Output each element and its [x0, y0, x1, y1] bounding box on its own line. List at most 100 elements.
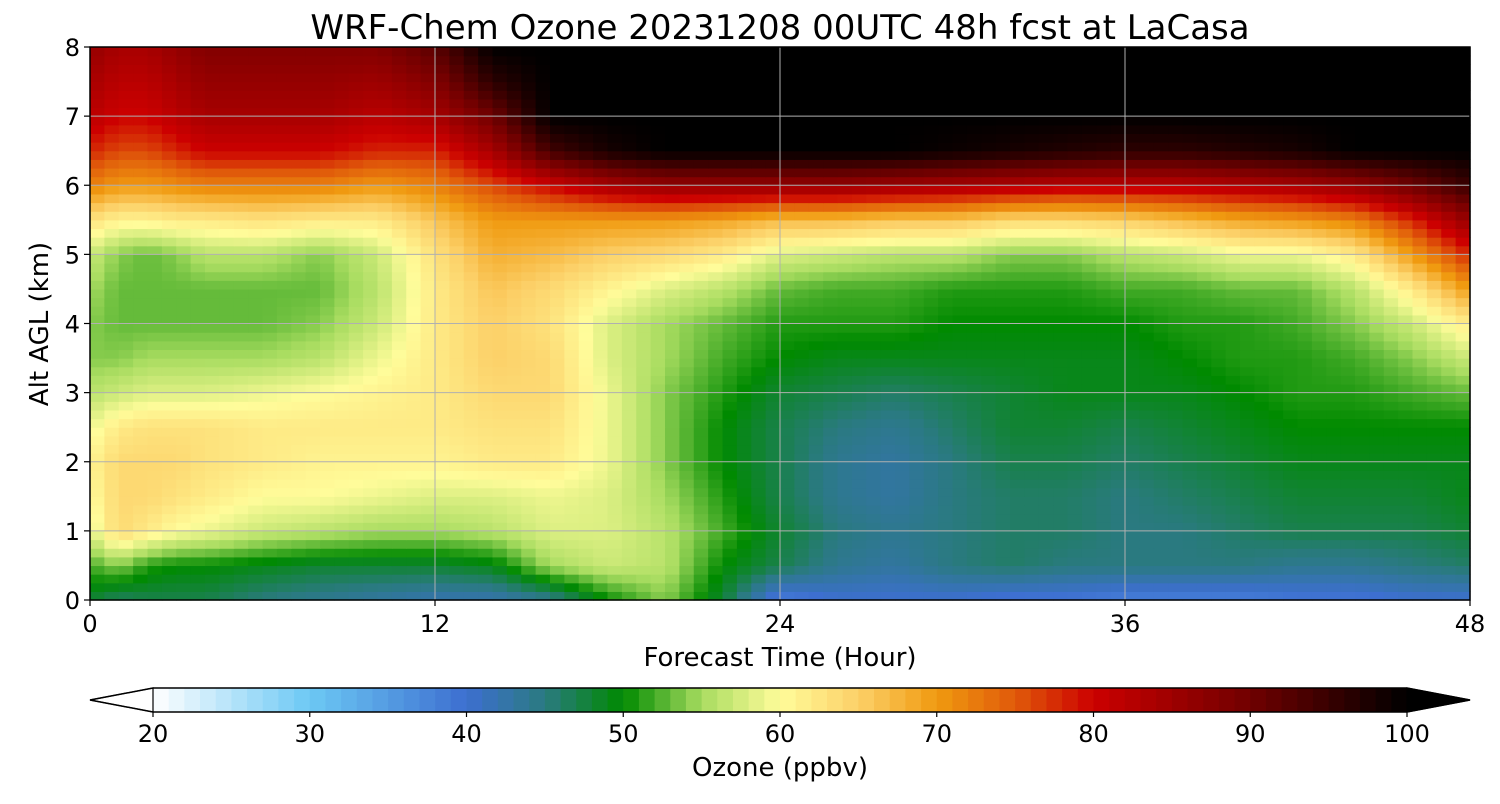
heatmap-cell: [794, 280, 810, 290]
heatmap-cell: [205, 297, 220, 307]
heatmap-cell: [1455, 392, 1471, 402]
heatmap-cell: [722, 461, 738, 471]
heatmap-cell: [650, 280, 666, 290]
heatmap-cell: [1369, 375, 1385, 385]
heatmap-cell: [564, 288, 580, 299]
heatmap-cell: [248, 167, 264, 178]
heatmap-cell: [909, 176, 925, 186]
heatmap-cell: [1010, 237, 1025, 247]
heatmap-cell: [1326, 479, 1342, 489]
heatmap-cell: [1053, 591, 1069, 601]
heatmap-cell: [334, 496, 350, 506]
heatmap-cell: [751, 349, 767, 359]
heatmap-cell: [1010, 522, 1025, 532]
heatmap-cell: [823, 375, 839, 385]
heatmap-cell: [679, 228, 695, 238]
heatmap-cell: [248, 202, 264, 212]
heatmap-cell: [851, 556, 867, 567]
heatmap-cell: [1053, 470, 1069, 480]
heatmap-cell: [133, 193, 149, 204]
heatmap-cell: [751, 167, 767, 178]
heatmap-cell: [880, 461, 896, 471]
heatmap-cell: [1240, 332, 1255, 342]
heatmap-cell: [1412, 427, 1428, 437]
heatmap-cell: [722, 271, 738, 281]
heatmap-cell: [1110, 288, 1126, 299]
heatmap-cell: [1139, 574, 1155, 584]
heatmap-cell: [1211, 332, 1227, 342]
heatmap-cell: [693, 487, 709, 497]
heatmap-cell: [1110, 401, 1126, 411]
heatmap-cell: [636, 522, 652, 532]
heatmap-cell: [535, 470, 551, 480]
heatmap-cell: [650, 496, 666, 506]
heatmap-cell: [880, 211, 896, 221]
heatmap-cell: [1153, 409, 1169, 420]
heatmap-cell: [348, 539, 364, 549]
heatmap-cell: [1326, 392, 1342, 402]
heatmap-cell: [1426, 263, 1442, 273]
heatmap-cell: [535, 574, 551, 584]
heatmap-cell: [650, 375, 666, 385]
heatmap-cell: [909, 288, 925, 299]
heatmap-cell: [478, 401, 494, 411]
heatmap-cell: [176, 427, 192, 437]
heatmap-cell: [1455, 556, 1471, 567]
heatmap-cell: [923, 453, 939, 463]
heatmap-cell: [1182, 401, 1198, 411]
heatmap-cell: [1283, 288, 1299, 299]
heatmap-cell: [1067, 401, 1083, 411]
heatmap-cell: [909, 185, 925, 195]
heatmap-cell: [176, 340, 192, 351]
heatmap-cell: [521, 176, 537, 186]
heatmap-cell: [104, 504, 120, 515]
heatmap-cell: [161, 280, 177, 290]
heatmap-cell: [1455, 288, 1471, 299]
heatmap-cell: [334, 202, 350, 212]
heatmap-cell: [995, 314, 1011, 325]
heatmap-cell: [1038, 202, 1054, 212]
heatmap-cell: [1268, 288, 1284, 299]
heatmap-cell: [1110, 591, 1126, 601]
heatmap-cell: [276, 409, 292, 420]
heatmap-cell: [550, 565, 565, 575]
heatmap-cell: [1441, 383, 1457, 394]
heatmap-cell: [1441, 504, 1457, 515]
heatmap-cell: [1311, 375, 1327, 385]
heatmap-cell: [607, 375, 623, 385]
heatmap-cell: [607, 479, 623, 489]
heatmap-cell: [650, 522, 666, 532]
heatmap-cell: [90, 176, 105, 186]
heatmap-cell: [1240, 228, 1255, 238]
heatmap-cell: [276, 288, 292, 299]
heatmap-cell: [1355, 193, 1370, 204]
heatmap-cell: [593, 167, 609, 178]
heatmap-cell: [492, 358, 508, 368]
heatmap-cell: [938, 383, 954, 394]
heatmap-cell: [406, 323, 422, 333]
heatmap-cell: [693, 366, 709, 376]
heatmap-cell: [291, 228, 307, 238]
heatmap-cell: [1355, 245, 1370, 255]
heatmap-cell: [593, 479, 609, 489]
heatmap-cell: [1283, 280, 1299, 290]
heatmap-cell: [1024, 271, 1040, 281]
heatmap-cell: [981, 306, 997, 316]
heatmap-cell: [506, 504, 522, 515]
heatmap-cell: [895, 375, 910, 385]
heatmap-cell: [1125, 297, 1140, 307]
heatmap-cell: [118, 185, 134, 195]
heatmap-cell: [176, 375, 192, 385]
heatmap-cell: [1153, 513, 1169, 523]
heatmap-cell: [650, 254, 666, 264]
heatmap-cell: [1125, 167, 1140, 178]
heatmap-cell: [1010, 582, 1025, 592]
heatmap-cell: [909, 487, 925, 497]
heatmap-cell: [1153, 167, 1169, 178]
heatmap-cell: [305, 401, 321, 411]
heatmap-cell: [406, 228, 422, 238]
heatmap-cell: [478, 556, 494, 567]
heatmap-cell: [895, 176, 910, 186]
heatmap-cell: [765, 513, 781, 523]
heatmap-cell: [1110, 159, 1126, 169]
